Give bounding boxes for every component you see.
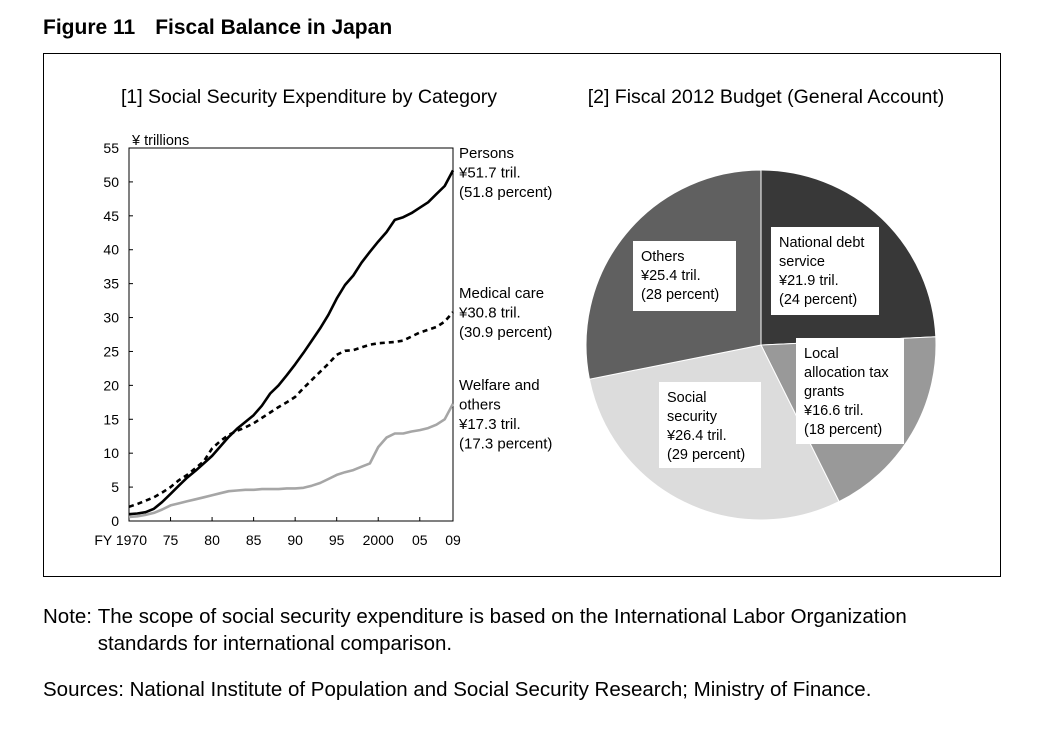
figure-frame	[43, 53, 1001, 577]
pie-label-text: ¥16.6 tril.	[803, 403, 864, 419]
x-tick-label: 09	[445, 532, 461, 548]
plot-area-frame	[128, 147, 454, 522]
pie-label-text: (28 percent)	[641, 287, 719, 303]
pie-label-national-debt-service: National debt service ¥21.9 tril. (24 perce…	[771, 227, 879, 315]
y-tick-label: 0	[111, 513, 119, 529]
series-label: Welfare and	[459, 377, 540, 394]
series-label: others	[459, 397, 501, 414]
pie-label-others: Others ¥25.4 tril. (28 percent)	[633, 241, 736, 311]
y-tick-label: 10	[103, 445, 119, 461]
pie-chart-title: [2] Fiscal 2012 Budget (General Account)	[588, 86, 945, 108]
pie-label-box	[659, 382, 761, 468]
note-text: The scope of social security expenditure…	[97, 605, 907, 655]
pie-label-local-allocation-tax-grants: Local allocation tax grants ¥16.6 tril. (18 …	[796, 338, 904, 444]
pie-label-text: security	[667, 409, 718, 425]
pie-label-text: (18 percent)	[804, 422, 882, 438]
y-tick-label: 55	[103, 140, 119, 156]
pie-label-box	[633, 241, 736, 311]
line-chart-title: [1] Social Security Expenditure by Categ…	[121, 86, 497, 108]
pie-label-text: ¥26.4 tril.	[666, 428, 727, 444]
pie-label-text: Others	[641, 249, 685, 265]
series-label: ¥51.7 tril.	[458, 165, 521, 182]
y-tick-label: 25	[103, 343, 119, 359]
pie-label-text: National debt	[779, 235, 864, 251]
y-tick-label: 35	[103, 276, 119, 292]
x-tick-label: 2000	[363, 532, 394, 548]
y-tick-label: 30	[103, 310, 119, 326]
pie-label-text: ¥25.4 tril.	[640, 268, 701, 284]
y-tick-label: 5	[111, 479, 119, 495]
series-line-medical-care	[128, 311, 454, 509]
series-label: ¥30.8 tril.	[458, 305, 521, 322]
pie-label-text: Local	[804, 346, 839, 362]
y-tick-label: 40	[103, 242, 119, 258]
series-label: (51.8 percent)	[459, 184, 552, 201]
pie-label-social-security: Social security ¥26.4 tril. (29 percent)	[659, 382, 761, 468]
series-line-welfare-and-others	[128, 403, 455, 519]
series-label: (17.3 percent)	[459, 436, 552, 453]
pie-label-text: allocation tax	[804, 365, 889, 381]
note: Note: The scope of social security expen…	[43, 603, 998, 657]
x-tick-label: FY 1970	[94, 532, 147, 548]
pie-label-text: (24 percent)	[779, 292, 857, 308]
figure-graphics: [1] Social Security Expenditure by Categ…	[94, 86, 945, 548]
figure-title: Figure 11 Fiscal Balance in Japan	[43, 16, 392, 40]
note-label: Note:	[43, 605, 98, 628]
y-tick-label: 20	[103, 377, 119, 393]
x-tick-label: 75	[163, 532, 179, 548]
y-tick-label: 15	[103, 411, 119, 427]
pie-label-text: grants	[804, 384, 844, 400]
pie-label-box	[771, 227, 879, 315]
y-tick-label: 50	[103, 174, 119, 190]
series-label: Medical care	[459, 285, 544, 302]
pie-label-text: service	[779, 254, 825, 270]
pie-label-text: Social	[667, 390, 707, 406]
x-tick-label: 05	[412, 532, 428, 548]
x-tick-label: 85	[246, 532, 262, 548]
figure-title-text: Fiscal Balance in Japan	[155, 16, 393, 39]
sources: Sources: National Institute of Populatio…	[43, 678, 872, 701]
x-tick-label: 90	[287, 532, 303, 548]
series-label: ¥17.3 tril.	[458, 416, 521, 433]
series-line-persons	[128, 169, 455, 516]
figure-number: Figure 11	[43, 16, 136, 39]
x-tick-label: 95	[329, 532, 345, 548]
pie-label-text: (29 percent)	[667, 447, 745, 463]
y-axis-unit-label: ¥ trillions	[131, 133, 189, 149]
series-label: Persons	[459, 145, 514, 162]
x-tick-label: 80	[204, 532, 220, 548]
pie-label-box	[796, 338, 904, 444]
pie-label-text: ¥21.9 tril.	[778, 273, 839, 289]
y-tick-label: 45	[103, 208, 119, 224]
series-label: (30.9 percent)	[459, 324, 552, 341]
